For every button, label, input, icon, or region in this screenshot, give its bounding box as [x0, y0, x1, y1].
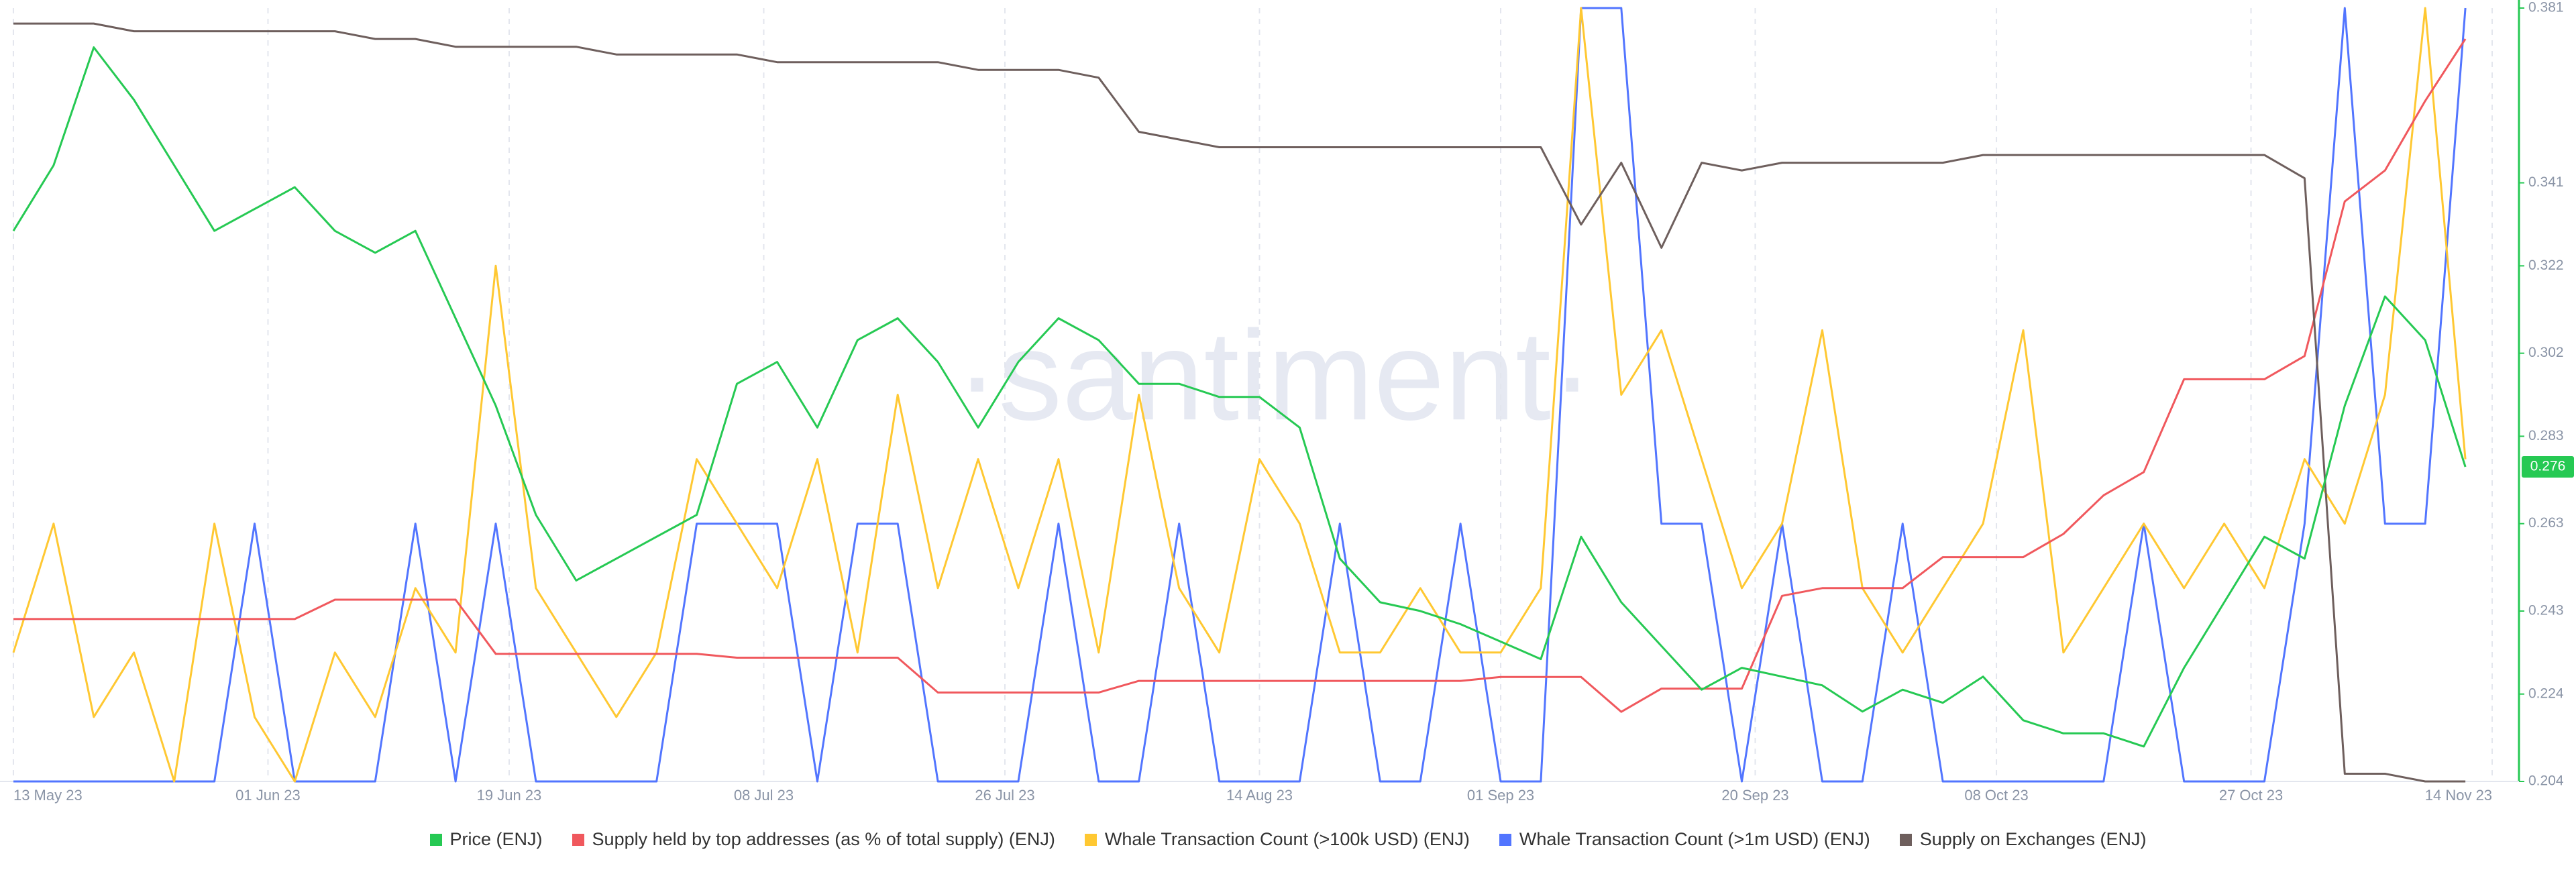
- current-value-box: [2522, 455, 2574, 478]
- legend-label: Whale Transaction Count (>1m USD) (ENJ): [1519, 829, 1870, 849]
- x-tick-label: 01 Jun 23: [235, 787, 301, 804]
- x-tick-label: 19 Jun 23: [477, 787, 542, 804]
- legend-swatch: [572, 833, 584, 846]
- legend-label: Supply on Exchanges (ENJ): [1919, 829, 2147, 849]
- y-tick-label: 0.204: [2528, 773, 2564, 789]
- legend-item[interactable]: Price (ENJ): [429, 829, 543, 850]
- x-tick-label: 20 Sep 23: [1721, 787, 1788, 804]
- x-tick-label: 26 Jul 23: [975, 787, 1034, 804]
- legend-swatch: [429, 833, 442, 846]
- legend-item[interactable]: Supply held by top addresses (as % of to…: [572, 829, 1055, 850]
- x-tick-label: 14 Nov 23: [2425, 787, 2492, 804]
- y-tick-label: 0.263: [2528, 515, 2564, 531]
- x-tick-label: 01 Sep 23: [1467, 787, 1534, 804]
- y-tick-label: 0.302: [2528, 345, 2564, 360]
- legend-label: Supply held by top addresses (as % of to…: [592, 829, 1055, 849]
- y-tick-label: 0.341: [2528, 174, 2564, 190]
- legend-label: Whale Transaction Count (>100k USD) (ENJ…: [1104, 829, 1470, 849]
- legend-item[interactable]: Whale Transaction Count (>1m USD) (ENJ): [1499, 829, 1870, 850]
- legend-swatch: [1499, 833, 1511, 846]
- chart: ·santiment· 13 May 23 01 Jun 23 19 Jun 23 0…: [0, 0, 2574, 804]
- x-tick-label: 27 Oct 23: [2219, 787, 2283, 804]
- x-tick-label: 08 Jul 23: [734, 787, 794, 804]
- legend: Price (ENJ) Supply held by top addresses …: [0, 829, 2576, 850]
- legend-label: Price (ENJ): [449, 829, 543, 849]
- y-tick-label: 0.224: [2528, 686, 2564, 701]
- legend-swatch: [1084, 833, 1097, 846]
- x-tick-label: 13 May 23: [13, 787, 83, 804]
- y-tick-label: 0.381: [2528, 0, 2564, 15]
- x-tick-label: 08 Oct 23: [1964, 787, 2028, 804]
- y-tick-label: 0.322: [2528, 258, 2564, 273]
- legend-item[interactable]: Whale Transaction Count (>100k USD) (ENJ…: [1084, 829, 1470, 850]
- series-line: [13, 7, 2467, 783]
- x-tick-label: 14 Aug 23: [1226, 787, 1293, 804]
- y-tick-label: 0.243: [2528, 602, 2564, 618]
- series-line: [13, 38, 2467, 713]
- watermark: ·santiment·: [956, 305, 1593, 447]
- current-value-label: 0.276: [2530, 459, 2566, 474]
- series-line: [13, 22, 2466, 783]
- legend-swatch: [1899, 833, 1912, 846]
- y-tick-label: 0.283: [2528, 428, 2564, 443]
- legend-item[interactable]: Supply on Exchanges (ENJ): [1899, 829, 2147, 850]
- series-line: [12, 46, 2467, 748]
